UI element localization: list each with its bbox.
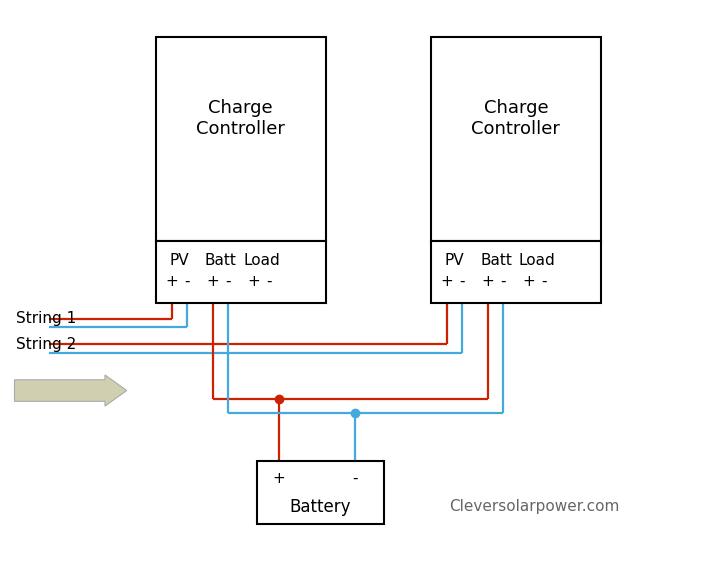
Text: -: - [225, 274, 231, 289]
Text: Battery: Battery [290, 498, 351, 516]
Bar [156, 37, 326, 241]
Text: +: + [523, 274, 536, 289]
Bar [257, 461, 384, 524]
Text: +: + [165, 274, 178, 289]
Bar [431, 241, 601, 303]
Text: -: - [266, 274, 272, 289]
Text: Load: Load [519, 253, 555, 268]
Text: +: + [440, 274, 453, 289]
Text: PV: PV [169, 253, 190, 268]
Text: Charge
Controller: Charge Controller [196, 99, 285, 138]
Text: +: + [206, 274, 219, 289]
Text: -: - [542, 274, 547, 289]
Bar [156, 241, 326, 303]
Text: +: + [248, 274, 261, 289]
Text: Charge
Controller: Charge Controller [471, 99, 560, 138]
Text: -: - [352, 471, 358, 486]
Bar [431, 37, 601, 241]
Text: -: - [459, 274, 465, 289]
Text: +: + [481, 274, 494, 289]
Text: Batt: Batt [205, 253, 237, 268]
Text: String 2: String 2 [16, 337, 76, 351]
Text: String 1: String 1 [16, 311, 76, 326]
FancyArrow shape [14, 375, 127, 406]
Text: Batt: Batt [480, 253, 512, 268]
Text: -: - [500, 274, 506, 289]
Text: -: - [184, 274, 190, 289]
Text: Load: Load [244, 253, 280, 268]
Text: +: + [272, 471, 285, 486]
Text: PV: PV [445, 253, 465, 268]
Text: Cleversolarpower.com: Cleversolarpower.com [449, 499, 619, 514]
